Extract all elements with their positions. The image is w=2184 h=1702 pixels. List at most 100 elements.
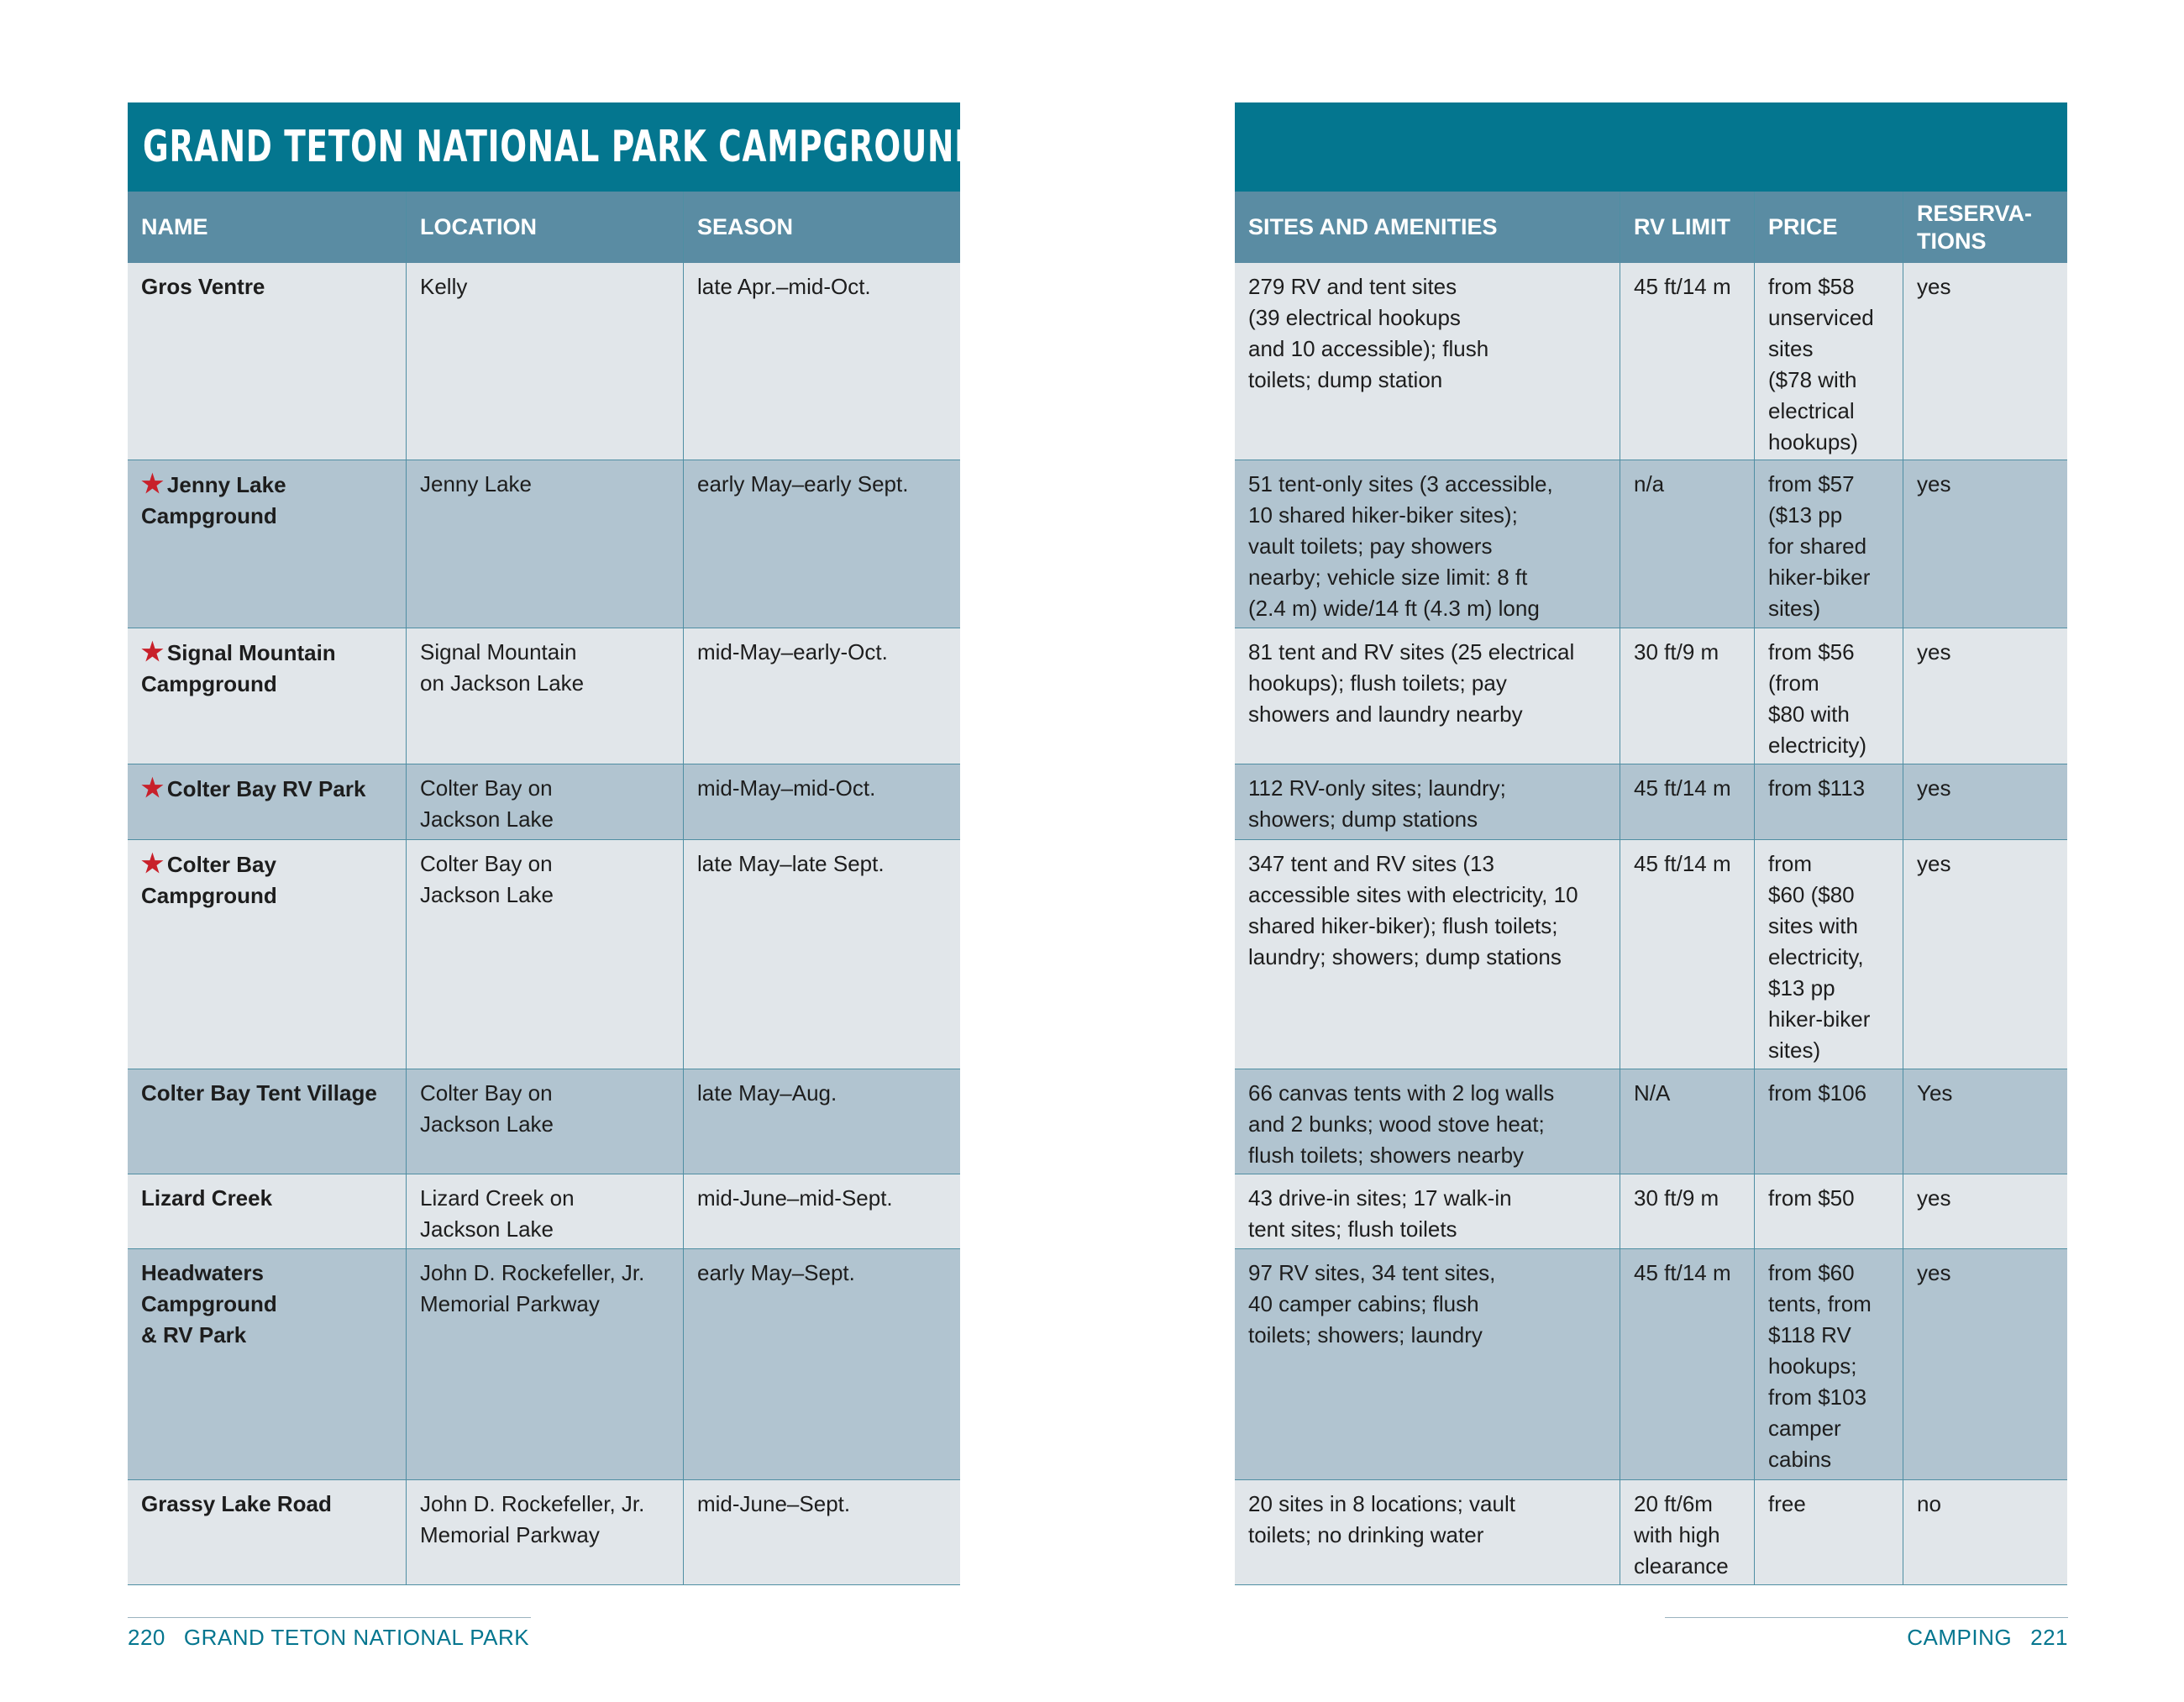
cell-location: Jenny Lake (406, 460, 683, 628)
cell-sites: 112 RV-only sites; laundry; showers; dum… (1248, 775, 1506, 832)
right-page-table: SITES AND AMENITIES RV LIMIT PRICE RESER… (1235, 102, 2067, 1585)
cell-location: Signal Mountain on Jackson Lake (406, 628, 683, 764)
cell-sites: 51 tent-only sites (3 accessible, 10 sha… (1248, 471, 1553, 621)
table-row: 51 tent-only sites (3 accessible, 10 sha… (1235, 460, 2067, 628)
header-location: LOCATION (406, 192, 683, 263)
running-head-right: CAMPING (1907, 1625, 2013, 1650)
cell-reservations: yes (1903, 628, 2067, 764)
cell-name: Grassy Lake Road (128, 1480, 406, 1584)
cell-name: ★ Colter Bay Campground (128, 840, 406, 1069)
cell-rv-limit: 45 ft/14 m (1620, 1249, 1754, 1479)
header-reservations: RESERVA- TIONS (1903, 192, 2067, 263)
cell-sites: 97 RV sites, 34 tent sites, 40 camper ca… (1248, 1260, 1496, 1347)
page-number-left: 220 (128, 1625, 165, 1650)
table-row: Lizard Creek Lizard Creek on Jackson Lake… (128, 1174, 960, 1249)
campground-name: Gros Ventre (141, 274, 265, 299)
cell-season: mid-May–mid-Oct. (683, 764, 960, 839)
table-row: Grassy Lake Road John D. Rockefeller, Jr.… (128, 1480, 960, 1585)
cell-price: from $106 (1754, 1069, 1903, 1174)
table-row: Colter Bay Tent Village Colter Bay on Jac… (128, 1069, 960, 1174)
header-season: SEASON (683, 192, 960, 263)
cell-season: late May–Aug. (683, 1069, 960, 1174)
table-row: ★ Colter Bay RV Park Colter Bay on Jackson… (128, 764, 960, 840)
campground-name: Jenny Lake Campground (141, 472, 286, 528)
cell-name: ★ Jenny Lake Campground (128, 460, 406, 628)
cell-reservations: yes (1903, 764, 2067, 839)
running-head-left: GRAND TETON NATIONAL PARK (183, 1625, 530, 1650)
cell-location: Colter Bay on Jackson Lake (406, 840, 683, 1069)
red-star-icon: ★ (141, 470, 164, 498)
cell-season: late May–late Sept. (683, 840, 960, 1069)
cell-rv-limit: n/a (1620, 460, 1754, 628)
cell-rv-limit: 45 ft/14 m (1620, 263, 1754, 460)
cell-season: early May–early Sept. (683, 460, 960, 628)
cell-season: mid-May–early-Oct. (683, 628, 960, 764)
footer-right: CAMPING 221 (1665, 1617, 2068, 1651)
cell-reservations: yes (1903, 840, 2067, 1069)
table-row: Gros Ventre Kelly late Apr.–mid-Oct. (128, 263, 960, 460)
cell-name: Colter Bay Tent Village (128, 1069, 406, 1174)
page-number-right: 221 (2030, 1625, 2068, 1650)
table-row: 112 RV-only sites; laundry; showers; dum… (1235, 764, 2067, 840)
campground-name: Grassy Lake Road (141, 1491, 332, 1516)
campground-name: Colter Bay Campground (141, 852, 277, 908)
header-price: PRICE (1754, 192, 1903, 263)
table-row: 81 tent and RV sites (25 electrical hook… (1235, 628, 2067, 764)
cell-name: Gros Ventre (128, 263, 406, 460)
footer-left: 220 GRAND TETON NATIONAL PARK (128, 1617, 531, 1651)
table-row: 347 tent and RV sites (13 accessible sit… (1235, 840, 2067, 1069)
table-title-bar-continued (1235, 102, 2067, 192)
left-table-body: Gros Ventre Kelly late Apr.–mid-Oct. ★ Jenny… (128, 263, 960, 1585)
table-row: Headwaters Campground & RV Park John D. R… (128, 1249, 960, 1480)
cell-season: mid-June–Sept. (683, 1480, 960, 1584)
cell-price: from $57 ($13 pp for shared hiker-biker … (1754, 460, 1903, 628)
table-row: ★ Signal Mountain Campground Signal Mounta… (128, 628, 960, 764)
cell-name: ★ Signal Mountain Campground (128, 628, 406, 764)
cell-sites: 81 tent and RV sites (25 electrical hook… (1248, 639, 1575, 727)
cell-rv-limit: 45 ft/14 m (1620, 764, 1754, 839)
table-title-bar: GRAND TETON NATIONAL PARK CAMPGROUNDS (128, 102, 1004, 192)
campground-name: Signal Mountain Campground (141, 640, 336, 696)
table-title: GRAND TETON NATIONAL PARK CAMPGROUNDS (143, 122, 1005, 172)
table-row: 43 drive-in sites; 17 walk-in tent sites… (1235, 1174, 2067, 1249)
cell-reservations: no (1903, 1480, 2067, 1584)
header-row-left: NAME LOCATION SEASON (128, 192, 960, 263)
table-row: 66 canvas tents with 2 log walls and 2 b… (1235, 1069, 2067, 1174)
cell-location: Kelly (406, 263, 683, 460)
campground-name: Lizard Creek (141, 1185, 273, 1211)
left-page-table: GRAND TETON NATIONAL PARK CAMPGROUNDS NA… (128, 102, 1004, 1585)
table-row: 20 sites in 8 locations; vault toilets; … (1235, 1480, 2067, 1585)
cell-season: early May–Sept. (683, 1249, 960, 1479)
header-row-right: SITES AND AMENITIES RV LIMIT PRICE RESER… (1235, 192, 2067, 263)
cell-name: ★ Colter Bay RV Park (128, 764, 406, 839)
cell-name: Headwaters Campground & RV Park (128, 1249, 406, 1479)
right-table-body: 279 RV and tent sites (39 electrical hoo… (1235, 263, 2067, 1585)
cell-rv-limit: 45 ft/14 m (1620, 840, 1754, 1069)
cell-reservations: yes (1903, 263, 2067, 460)
cell-location: Colter Bay on Jackson Lake (406, 764, 683, 839)
campground-name: Colter Bay RV Park (166, 776, 366, 801)
cell-sites: 20 sites in 8 locations; vault toilets; … (1248, 1491, 1515, 1547)
cell-location: Lizard Creek on Jackson Lake (406, 1174, 683, 1248)
cell-price: from $56 (from $80 with electricity) (1754, 628, 1903, 764)
cell-price: from $113 (1754, 764, 1903, 839)
campground-name: Colter Bay Tent Village (141, 1080, 377, 1106)
table-row: ★ Jenny Lake Campground Jenny Lake early Ma… (128, 460, 960, 628)
cell-location: John D. Rockefeller, Jr. Memorial Parkwa… (406, 1249, 683, 1479)
cell-price: free (1754, 1480, 1903, 1584)
cell-rv-limit: 30 ft/9 m (1620, 628, 1754, 764)
cell-name: Lizard Creek (128, 1174, 406, 1248)
cell-price: from $58 unserviced sites ($78 with elec… (1754, 263, 1903, 460)
cell-season: late Apr.–mid-Oct. (683, 263, 960, 460)
red-star-icon: ★ (141, 775, 164, 802)
cell-price: from $50 (1754, 1174, 1903, 1248)
table-row: 279 RV and tent sites (39 electrical hoo… (1235, 263, 2067, 460)
cell-season: mid-June–mid-Sept. (683, 1174, 960, 1248)
cell-sites: 279 RV and tent sites (39 electrical hoo… (1248, 274, 1489, 392)
cell-sites: 347 tent and RV sites (13 accessible sit… (1248, 851, 1578, 969)
cell-location: Colter Bay on Jackson Lake (406, 1069, 683, 1174)
red-star-icon: ★ (141, 850, 164, 878)
cell-rv-limit: N/A (1620, 1069, 1754, 1174)
cell-price: from $60 tents, from $118 RV hookups; fr… (1754, 1249, 1903, 1479)
cell-reservations: yes (1903, 1174, 2067, 1248)
